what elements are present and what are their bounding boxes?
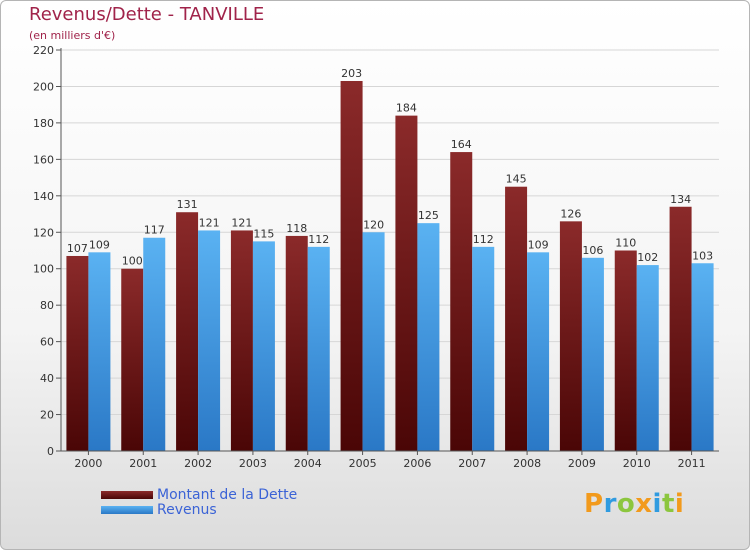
legend-label-revenus: Revenus <box>157 501 217 518</box>
data-label-revenus: 117 <box>144 224 165 237</box>
data-label-revenus: 115 <box>253 227 274 240</box>
x-tick-label: 2000 <box>74 457 102 470</box>
data-label-revenus: 103 <box>692 249 713 262</box>
bar-dette <box>669 206 692 451</box>
x-tick-label: 2011 <box>678 457 706 470</box>
x-tick-label: 2004 <box>294 457 322 470</box>
logo-letter: t <box>661 489 675 519</box>
legend-item-revenus: Revenus <box>101 501 297 518</box>
bar-revenus <box>362 232 385 451</box>
y-tick-label: 80 <box>40 299 54 312</box>
data-label-dette: 126 <box>560 207 581 220</box>
data-label-dette: 131 <box>177 198 198 211</box>
bars <box>66 80 714 452</box>
bar-revenus <box>581 257 604 451</box>
y-tick-label: 120 <box>33 226 54 239</box>
y-tick-label: 40 <box>40 372 54 385</box>
logo-letter: x <box>635 489 653 519</box>
x-tick-label: 2010 <box>623 457 651 470</box>
bar-revenus <box>198 230 221 451</box>
bar-revenus <box>88 252 111 451</box>
data-label-dette: 203 <box>341 67 362 80</box>
data-label-dette: 100 <box>122 255 143 268</box>
bar-dette <box>176 212 199 451</box>
logo-letter: o <box>616 489 636 519</box>
bar-revenus <box>691 263 714 451</box>
bar-dette <box>230 230 253 451</box>
y-tick-label: 180 <box>33 117 54 130</box>
bar-revenus <box>527 252 550 451</box>
data-label-dette: 145 <box>506 173 527 186</box>
bar-revenus <box>417 223 440 451</box>
y-tick-label: 0 <box>47 445 54 458</box>
data-label-revenus: 112 <box>473 233 494 246</box>
bar-revenus <box>143 237 166 451</box>
data-label-dette: 110 <box>615 237 636 250</box>
bar-revenus <box>636 265 659 451</box>
data-label-dette: 118 <box>286 222 307 235</box>
y-tick-label: 20 <box>40 409 54 422</box>
bar-dette <box>285 235 308 451</box>
x-tick-label: 2002 <box>184 457 212 470</box>
data-label-dette: 134 <box>670 193 691 206</box>
x-tick-label: 2001 <box>129 457 157 470</box>
data-label-revenus: 112 <box>308 233 329 246</box>
legend-item-dette: Montant de la Dette <box>101 486 298 503</box>
legend-swatch-revenus <box>101 505 153 514</box>
bar-dette <box>559 221 582 451</box>
data-label-revenus: 106 <box>582 244 603 257</box>
y-tick-label: 200 <box>33 80 54 93</box>
x-tick-label: 2007 <box>458 457 486 470</box>
data-label-revenus: 121 <box>199 216 220 229</box>
bar-dette <box>121 268 144 451</box>
legend-label-dette: Montant de la Dette <box>157 486 298 503</box>
bar-dette <box>505 186 528 452</box>
logo-letter: i <box>652 489 662 519</box>
bar-dette <box>340 80 363 452</box>
proxiti-logo: Proxiti <box>584 489 684 519</box>
x-tick-label: 2003 <box>239 457 267 470</box>
data-label-revenus: 120 <box>363 218 384 231</box>
legend-swatch-dette <box>101 490 153 499</box>
y-tick-label: 60 <box>40 336 54 349</box>
y-tick-label: 100 <box>33 263 54 276</box>
bar-dette <box>395 115 418 452</box>
data-label-dette: 184 <box>396 102 417 115</box>
y-tick-label: 160 <box>33 153 54 166</box>
x-tick-label: 2009 <box>568 457 596 470</box>
data-label-revenus: 102 <box>637 251 658 264</box>
data-label-revenus: 109 <box>528 238 549 251</box>
bar-revenus <box>472 246 495 451</box>
logo-letter: P <box>584 489 604 519</box>
data-label-revenus: 125 <box>418 209 439 222</box>
axes: 0 20 40 60 80 100 120 140 160 180 200 220 2000 2001 20… <box>33 44 719 470</box>
bar-dette <box>450 152 473 451</box>
bar-revenus <box>307 246 330 451</box>
bar-revenus <box>252 241 275 451</box>
chart-subtitle: (en milliers d'€) <box>29 29 116 42</box>
bar-dette <box>614 250 637 451</box>
x-tick-label: 2008 <box>513 457 541 470</box>
data-label-dette: 164 <box>451 138 472 151</box>
y-tick-label: 220 <box>33 44 54 57</box>
data-label-dette: 121 <box>231 216 252 229</box>
data-label-revenus: 109 <box>89 238 110 251</box>
legend: Montant de la Dette Revenus <box>101 486 298 518</box>
y-tick-label: 140 <box>33 190 54 203</box>
data-label-dette: 107 <box>67 242 88 255</box>
bar-dette <box>66 255 89 451</box>
logo-letter: r <box>603 489 617 519</box>
x-tick-label: 2006 <box>403 457 431 470</box>
grid <box>61 49 719 452</box>
chart-title: Revenus/Dette - TANVILLE <box>29 4 265 25</box>
x-tick-label: 2005 <box>349 457 377 470</box>
logo-letter: i <box>674 489 685 519</box>
